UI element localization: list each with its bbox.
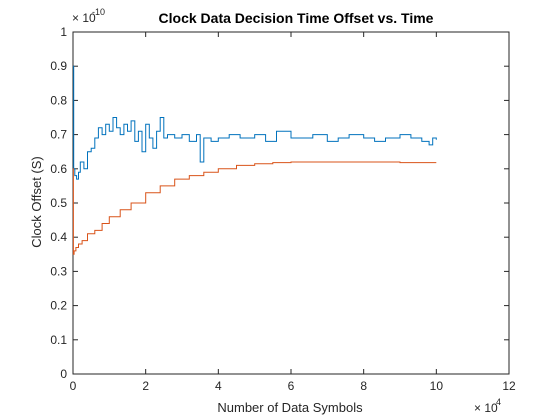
- x-tick-label: 0: [70, 379, 77, 393]
- series-line-1: [73, 65, 437, 180]
- x-axis: 0 2 4 6 8 10 12: [70, 32, 516, 393]
- y-axis-label: Clock Offset (S): [29, 156, 44, 248]
- series-layer: [72, 65, 437, 255]
- x-tick-label: 12: [502, 379, 516, 393]
- chart-title: Clock Data Decision Time Offset vs. Time: [159, 10, 434, 26]
- x-exponent-power: 4: [496, 397, 501, 407]
- y-tick-label: 0.7: [50, 128, 67, 142]
- x-tick-label: 2: [142, 379, 149, 393]
- y-tick-label: 0.5: [50, 196, 67, 210]
- plot-area: 0 0.1 0.2 0.3 0.4 0.5 0.6 0.7 0.8 0.9 1 0 2 4 6 8 10 12: [50, 25, 516, 393]
- y-tick-label: 0.4: [50, 230, 67, 244]
- y-tick-label: 0.6: [50, 162, 67, 176]
- y-tick-label: 0.3: [50, 264, 67, 278]
- x-tick-label: 4: [215, 379, 222, 393]
- series-line-2: [72, 161, 437, 255]
- x-tick-label: 6: [288, 379, 295, 393]
- y-tick-label: 0.1: [50, 333, 67, 347]
- y-axis-exponent: × 10 -10: [72, 7, 105, 25]
- y-axis: 0 0.1 0.2 0.3 0.4 0.5 0.6 0.7 0.8 0.9 1: [50, 25, 509, 381]
- x-exponent-base: × 10: [474, 401, 498, 415]
- y-tick-label: 1: [60, 25, 67, 39]
- x-tick-label: 8: [360, 379, 367, 393]
- y-tick-label: 0.8: [50, 93, 67, 107]
- x-axis-exponent: × 10 4: [474, 397, 501, 415]
- x-tick-label: 10: [430, 379, 444, 393]
- y-exponent-base: × 10: [72, 11, 96, 25]
- y-tick-label: 0: [60, 367, 67, 381]
- y-tick-label: 0.2: [50, 299, 67, 313]
- x-axis-label: Number of Data Symbols: [217, 400, 363, 415]
- y-tick-label: 0.9: [50, 59, 67, 73]
- y-exponent-power: -10: [92, 7, 105, 17]
